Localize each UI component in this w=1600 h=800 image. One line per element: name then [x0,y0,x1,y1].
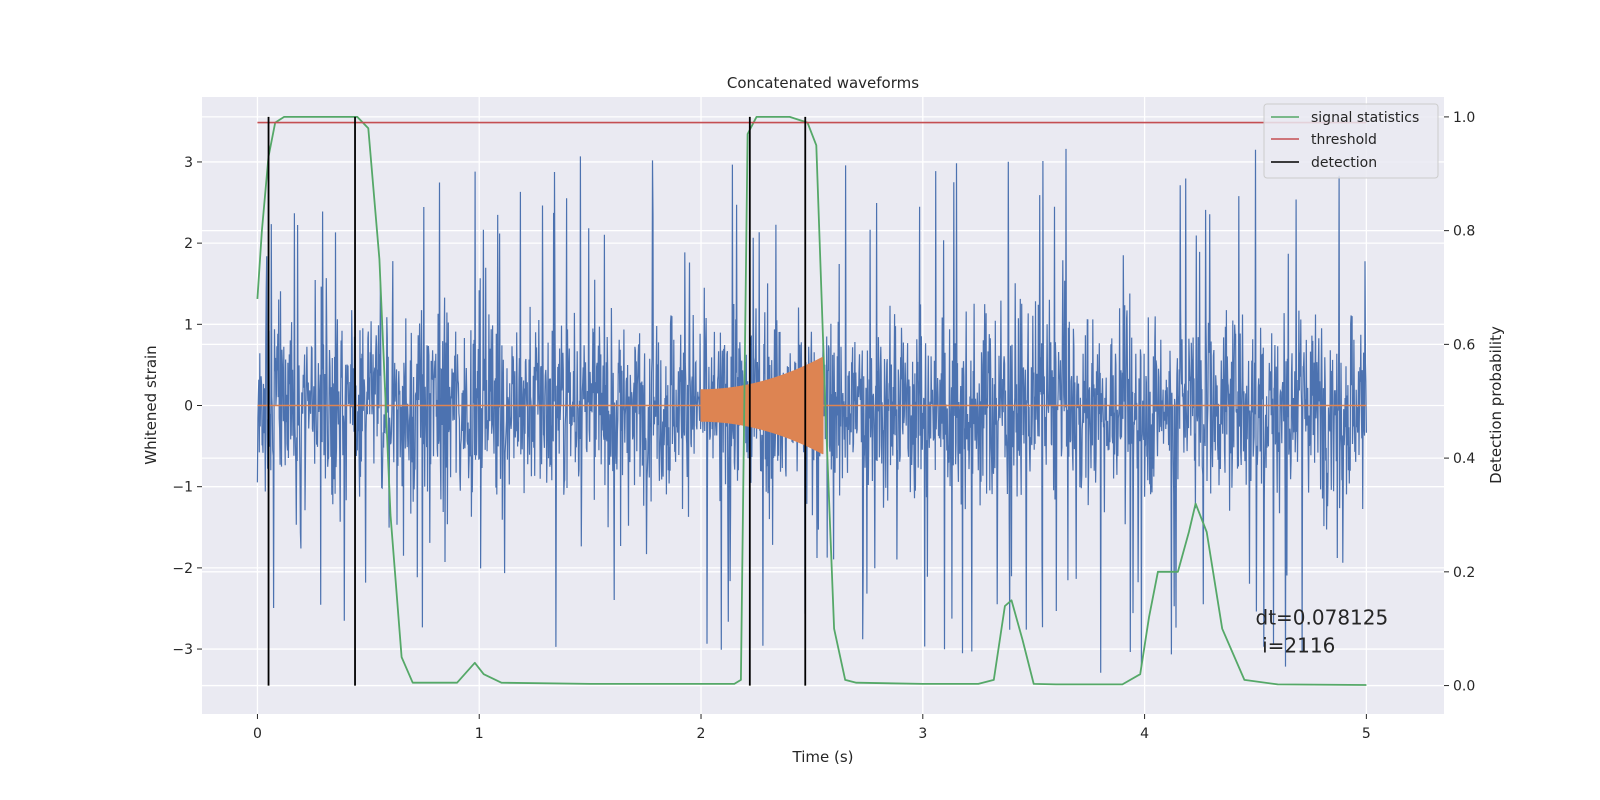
legend-label-detection: detection [1311,155,1377,171]
y-axis-label: Whitened strain [142,345,160,464]
legend-entry-threshold: threshold [1271,132,1377,148]
annotation-dt: dt=0.078125 [1256,606,1389,630]
y-tick-label: 2 [184,236,193,252]
right-y-tick-label: 0.0 [1453,679,1475,695]
legend-box [1263,103,1439,179]
x-axis-label: Time (s) [792,748,854,766]
y-tick-label: −3 [172,642,193,658]
right-y-tick-label: 0.4 [1453,451,1475,467]
x-tick-label: 3 [918,726,927,742]
y-tick-label: 1 [184,317,193,333]
right-y-tick-label: 0.8 [1453,224,1475,240]
y-tick-label: 3 [184,155,193,171]
legend-label-signal-statistics: signal statistics [1311,110,1419,126]
right-y-tick-label: 0.2 [1453,565,1475,581]
x-tick-label: 0 [253,726,262,742]
x-tick-label: 1 [475,726,484,742]
x-tick-label: 5 [1362,726,1371,742]
plot-area [202,97,1444,714]
annotation-i: i=2116 [1262,633,1335,657]
y-tick-label: −1 [172,480,193,496]
annotations: dt=0.078125 i=2116 [1256,606,1389,658]
chart-title: Concatenated waveforms [727,74,919,92]
right-axis-series [256,116,1367,686]
ticks: 0 1 2 3 4 5 −3 −2 −1 0 1 2 3 0.0 0.2 0.4 0.6 0.8 1.0 [172,110,1475,742]
y-tick-label: 0 [184,399,193,415]
injected-signal-series [257,356,1367,455]
signal-statistics-line [256,116,1367,686]
y-tick-label: −2 [172,561,193,577]
right-y-tick-label: 0.6 [1453,337,1475,353]
right-y-tick-label: 1.0 [1453,110,1475,126]
x-tick-label: 4 [1140,726,1149,742]
legend: signal statistics threshold detection [1263,103,1439,179]
x-tick-label: 2 [697,726,706,742]
legend-label-threshold: threshold [1311,132,1377,148]
right-y-axis-label: Detection probability [1487,326,1505,484]
injected-signal-line [700,356,824,455]
legend-entry-detection: detection [1271,155,1377,171]
legend-entry-signal-statistics: signal statistics [1271,110,1419,126]
